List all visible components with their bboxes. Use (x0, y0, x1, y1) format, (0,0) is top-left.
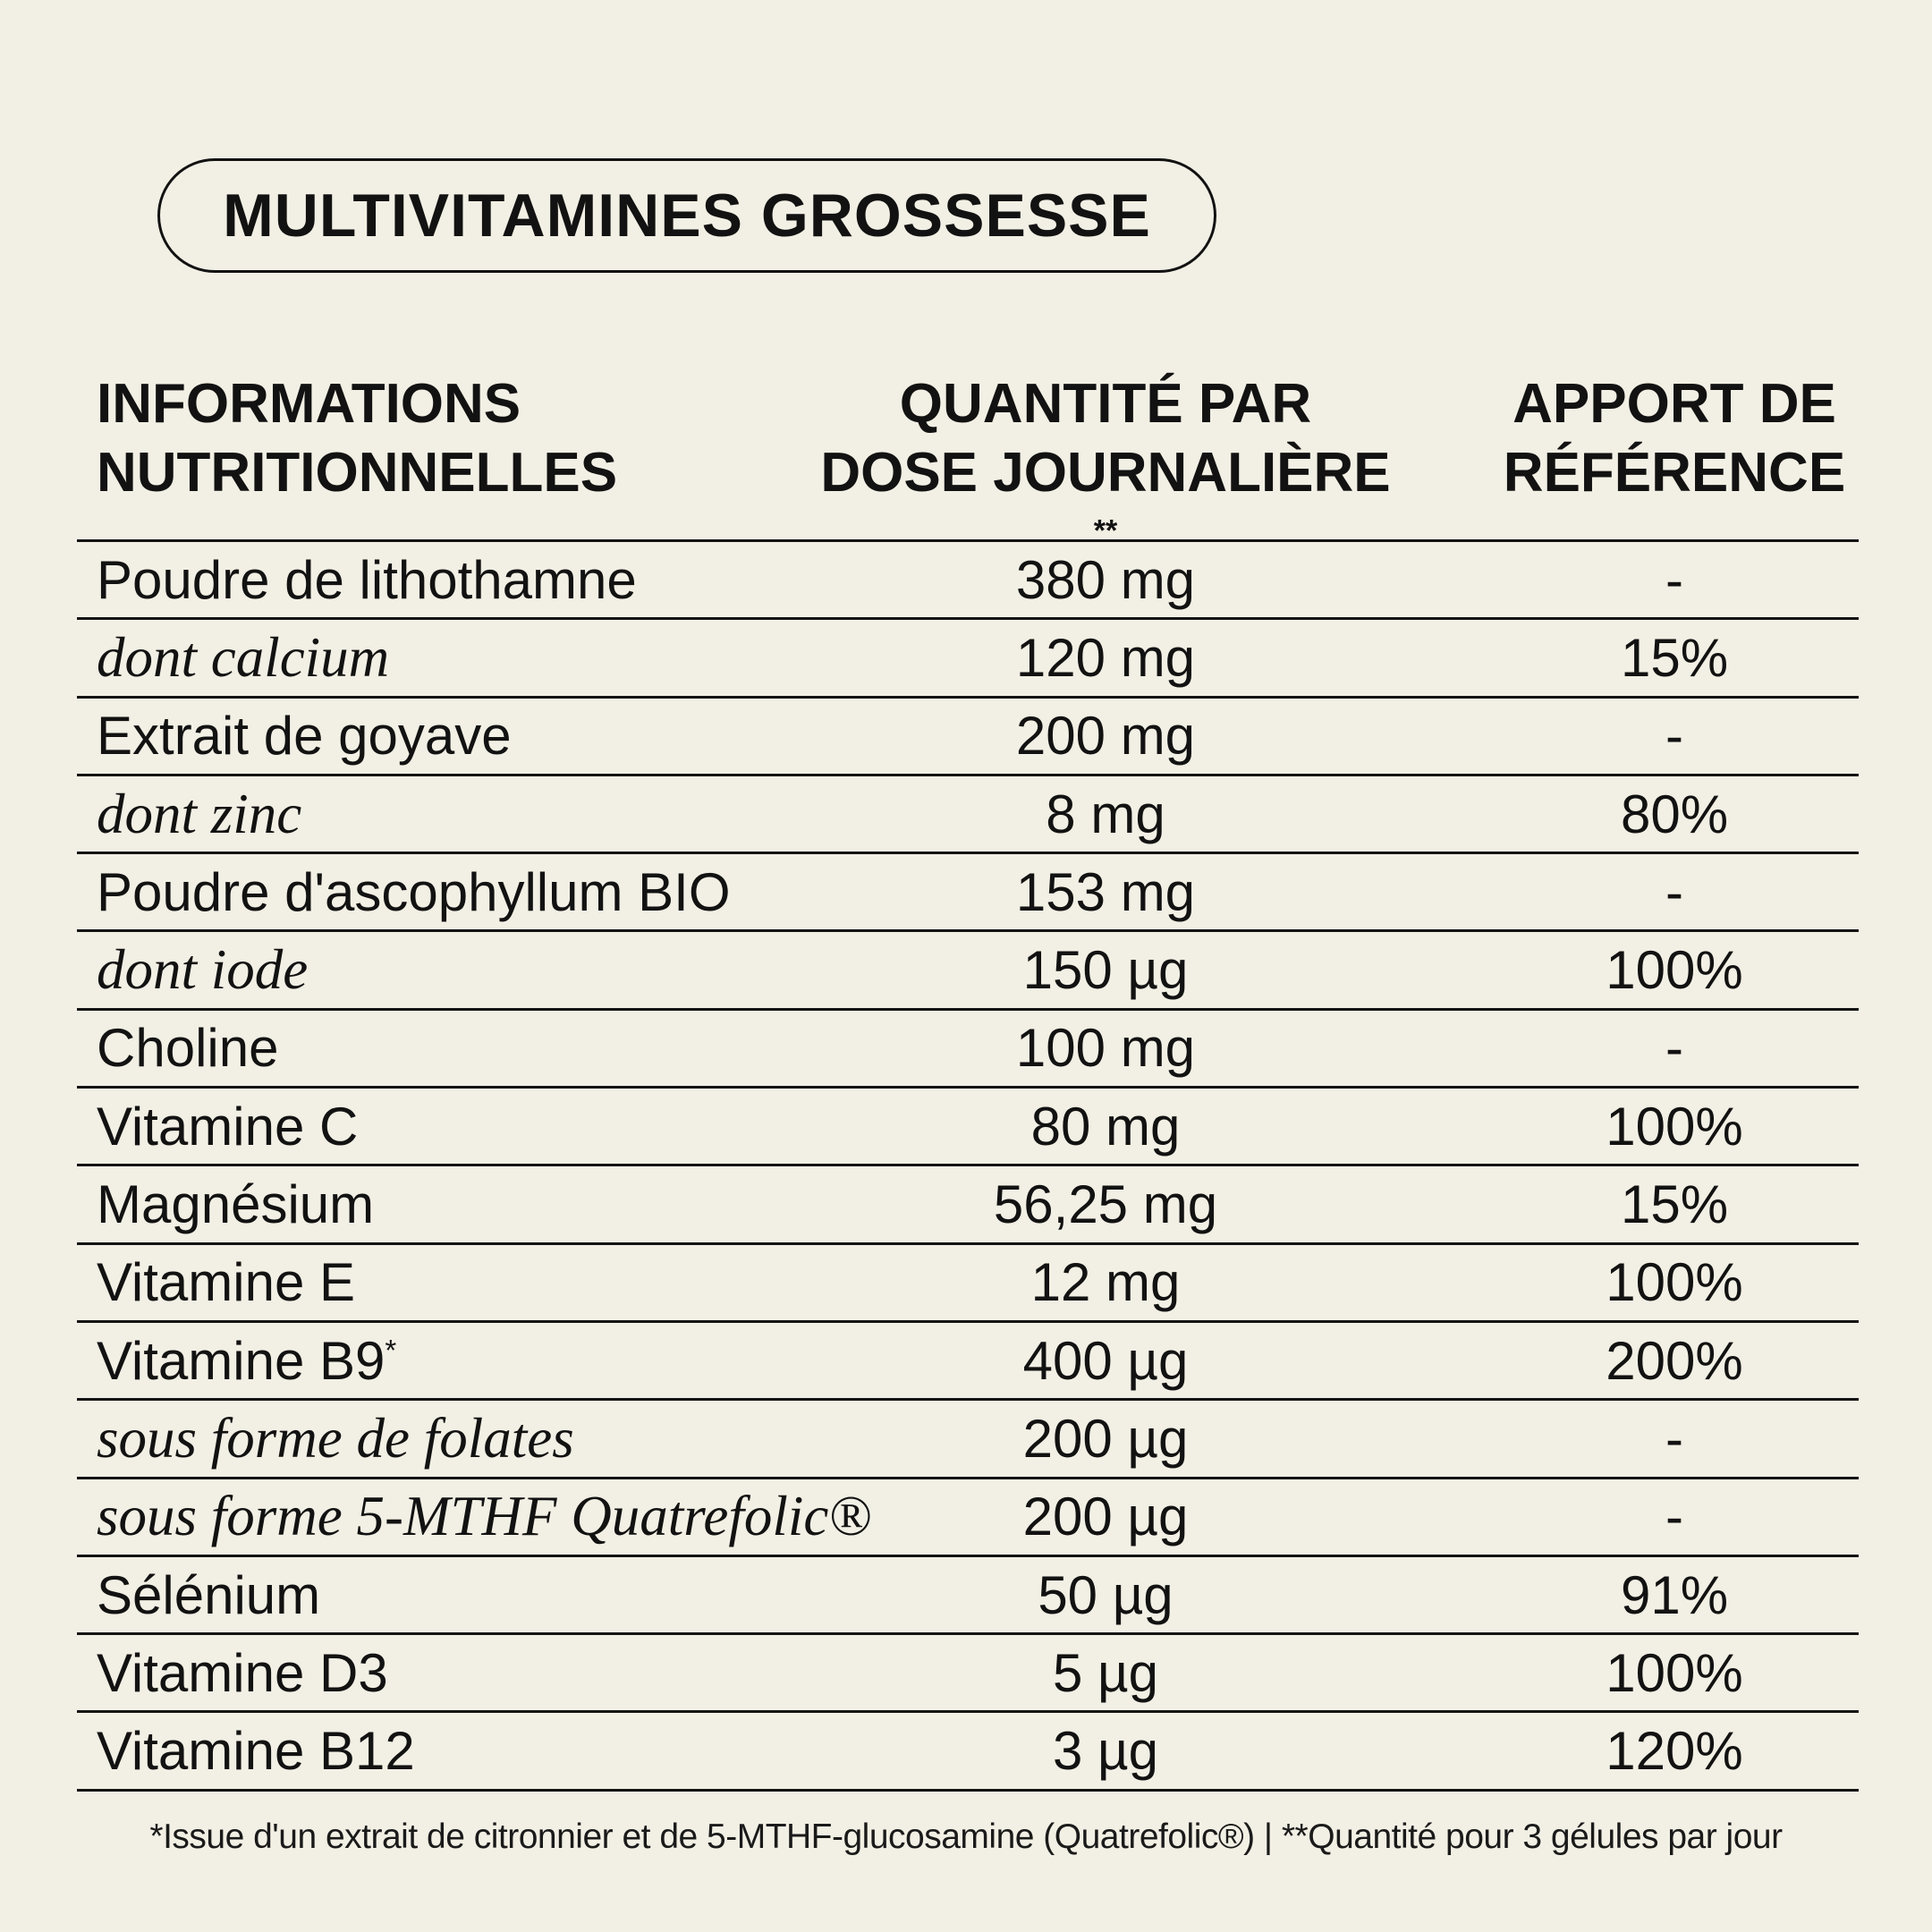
ingredient-reference-intake: 15% (1620, 1174, 1729, 1235)
ingredient-name: Vitamine E (77, 1251, 721, 1313)
table-row: sous forme de folates 200 µg - (77, 1401, 1859, 1479)
ingredient-name: dont iode (77, 937, 721, 1003)
ingredient-label-text: Choline (97, 1018, 279, 1079)
ingredient-label-text: Vitamine C (97, 1096, 359, 1157)
ingredient-name: Poudre d'ascophyllum BIO (77, 861, 731, 923)
ingredient-name: Vitamine B12 (77, 1720, 721, 1782)
product-title-badge: MULTIVITAMINES GROSSESSE (157, 158, 1216, 273)
table-row: Extrait de goyave 200 mg - (77, 699, 1859, 776)
table-row: Vitamine D3 5 µg 100% (77, 1635, 1859, 1714)
ingredient-quantity: 120 mg (1015, 627, 1196, 688)
ingredient-reference-intake: 15% (1620, 627, 1729, 688)
table-row: sous forme 5-MTHF Quatrefolic® 200 µg - (77, 1479, 1859, 1557)
ingredient-label-text: Magnésium (97, 1174, 375, 1235)
ingredient-name: Vitamine B9* (77, 1330, 721, 1392)
ingredient-name: Extrait de goyave (77, 705, 721, 767)
table-row: Poudre de lithothamne 380 mg - (77, 542, 1859, 621)
table-header: INFORMATIONS NUTRITIONNELLES QUANTITÉ PA… (77, 369, 1859, 576)
table-row: dont iode 150 µg 100% (77, 932, 1859, 1011)
ingredient-quantity: 8 mg (1046, 784, 1165, 844)
ingredient-quantity: 380 mg (1015, 549, 1196, 610)
ingredient-name: sous forme 5-MTHF Quatrefolic® (77, 1484, 871, 1549)
ingredient-quantity: 200 µg (1022, 1408, 1189, 1469)
ingredient-quantity: 3 µg (1053, 1721, 1158, 1782)
ingredient-reference-intake: 120% (1606, 1721, 1743, 1782)
ingredient-name: Vitamine D3 (77, 1642, 721, 1704)
ingredient-name: Vitamine C (77, 1096, 721, 1157)
ingredient-quantity: 153 mg (1015, 861, 1196, 922)
ingredient-label-text: Vitamine E (97, 1252, 356, 1313)
header-line: INFORMATIONS (97, 373, 521, 435)
ingredient-label-text: Vitamine D3 (97, 1642, 388, 1703)
ingredient-label-text: Extrait de goyave (97, 706, 512, 767)
ingredient-reference-intake: - (1665, 861, 1683, 922)
ingredient-reference-intake: 80% (1620, 784, 1729, 844)
ingredient-reference-intake: 100% (1606, 940, 1743, 1001)
table-row: Magnésium 56,25 mg 15% (77, 1166, 1859, 1245)
column-header-informations-nutritionnelles: INFORMATIONS NUTRITIONNELLES (77, 369, 721, 576)
ingredient-label-text: Sélénium (97, 1564, 321, 1625)
ingredient-reference-intake: 100% (1606, 1642, 1743, 1703)
header-line-text: DOSE JOURNALIÈRE (820, 442, 1391, 504)
ingredient-label-text: dont calcium (97, 625, 390, 689)
ingredient-name: dont zinc (77, 782, 721, 847)
ingredient-label-text: Vitamine B9 (97, 1330, 386, 1391)
table-row: Vitamine B9* 400 µg 200% (77, 1323, 1859, 1402)
table-row: dont zinc 8 mg 80% (77, 776, 1859, 855)
ingredient-quantity: 5 µg (1053, 1642, 1158, 1703)
ingredient-name: Poudre de lithothamne (77, 549, 721, 611)
ingredient-name: sous forme de folates (77, 1406, 721, 1471)
ingredient-name: Choline (77, 1017, 721, 1079)
ingredient-quantity: 200 µg (1022, 1487, 1189, 1547)
table-row: dont calcium 120 mg 15% (77, 620, 1859, 699)
table-row: Vitamine C 80 mg 100% (77, 1089, 1859, 1167)
ingredient-quantity: 50 µg (1038, 1564, 1174, 1625)
ingredient-quantity: 200 mg (1015, 706, 1196, 767)
ingredient-reference-intake: 200% (1606, 1330, 1743, 1391)
ingredient-name: dont calcium (77, 625, 721, 691)
ingredient-name: Magnésium (77, 1174, 721, 1235)
ingredient-quantity: 80 mg (1030, 1096, 1181, 1157)
header-line: RÉFÉRENCE (1503, 442, 1846, 504)
ingredient-reference-intake: - (1665, 1408, 1683, 1469)
ingredient-quantity: 150 µg (1022, 940, 1189, 1001)
ingredient-label-text: Vitamine B12 (97, 1721, 415, 1782)
table-row: Choline 100 mg - (77, 1011, 1859, 1089)
ingredient-reference-intake: - (1665, 706, 1683, 767)
ingredient-quantity: 100 mg (1015, 1018, 1196, 1079)
product-title: MULTIVITAMINES GROSSESSE (223, 182, 1151, 250)
table-row: Vitamine B12 3 µg 120% (77, 1713, 1859, 1792)
ingredient-quantity: 400 µg (1022, 1330, 1189, 1391)
ingredient-reference-intake: 100% (1606, 1252, 1743, 1313)
nutrition-table-body: Poudre de lithothamne 380 mg - dont calc… (77, 539, 1859, 1792)
ingredient-label-text: sous forme de folates (97, 1406, 574, 1470)
ingredient-label-text: dont zinc (97, 782, 302, 845)
ingredient-label-text: Poudre d'ascophyllum BIO (97, 861, 731, 922)
ingredient-reference-intake: - (1665, 549, 1683, 610)
column-header-quantite-par-dose: QUANTITÉ PAR DOSE JOURNALIÈRE ** (721, 369, 1490, 576)
column-header-apport-de-reference: APPORT DE RÉFÉRENCE (1490, 369, 1859, 576)
ingredient-reference-intake: 100% (1606, 1096, 1743, 1157)
ingredient-label-text: Poudre de lithothamne (97, 549, 637, 610)
ingredient-label-text: sous forme 5-MTHF Quatrefolic® (97, 1485, 872, 1548)
ingredient-quantity: 56,25 mg (993, 1174, 1218, 1235)
header-line: APPORT DE (1513, 373, 1836, 435)
header-line: QUANTITÉ PAR (899, 373, 1312, 435)
footnote-marker: * (385, 1333, 397, 1367)
ingredient-name: Sélénium (77, 1564, 721, 1626)
table-row: Vitamine E 12 mg 100% (77, 1245, 1859, 1323)
ingredient-reference-intake: - (1665, 1487, 1683, 1547)
ingredient-reference-intake: 91% (1620, 1564, 1729, 1625)
footnote: *Issue d'un extrait de citronnier et de … (149, 1818, 1783, 1856)
ingredient-reference-intake: - (1665, 1018, 1683, 1079)
table-row: Sélénium 50 µg 91% (77, 1557, 1859, 1636)
header-line: NUTRITIONNELLES (97, 442, 618, 504)
ingredient-quantity: 12 mg (1030, 1252, 1181, 1313)
table-row: Poudre d'ascophyllum BIO 153 mg - (77, 854, 1859, 933)
ingredient-label-text: dont iode (97, 938, 309, 1002)
